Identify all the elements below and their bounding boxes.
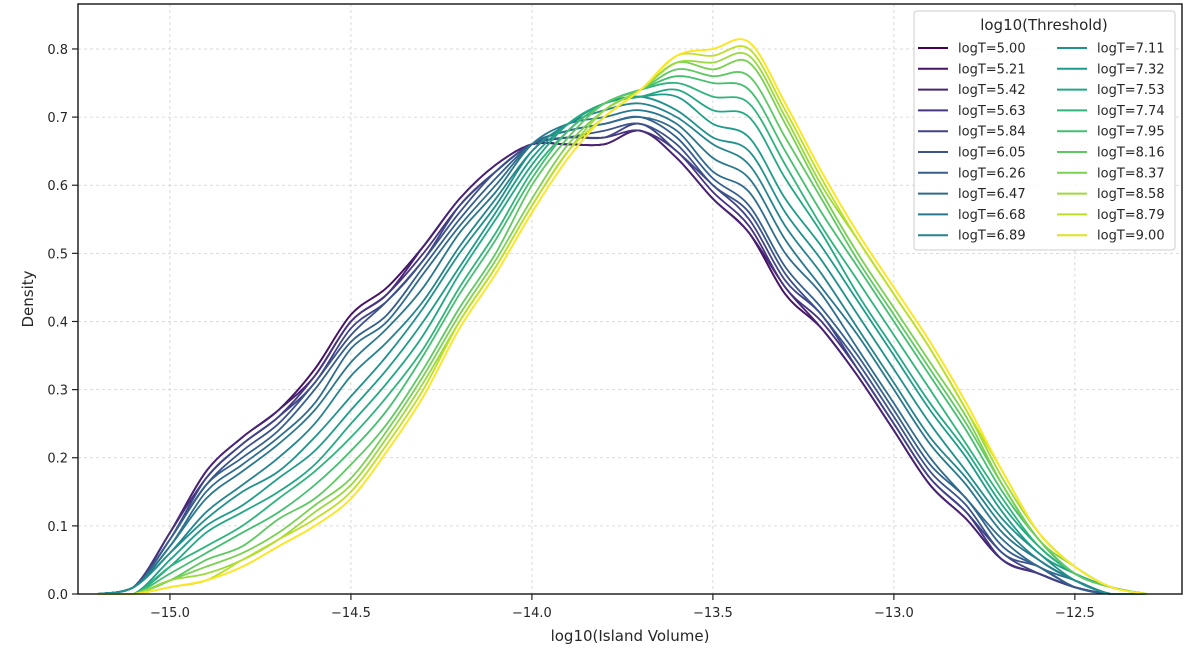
legend-label: logT=9.00	[1097, 229, 1165, 244]
legend-label: logT=8.79	[1097, 208, 1165, 223]
plot-frame	[77, 3, 1183, 595]
x-axis-label: log10(Island Volume)	[551, 627, 710, 645]
x-tick-label: −13.0	[874, 606, 914, 621]
y-axis: 0.0 0.1 0.2 0.3 0.4 0.5 0.6 0.7 0.8	[47, 43, 78, 603]
y-tick-label: 0.3	[47, 384, 68, 399]
y-tick-label: 0.1	[47, 520, 68, 535]
legend-label: logT=8.16	[1097, 146, 1165, 161]
legend-label: logT=6.26	[958, 166, 1026, 181]
legend-label: logT=5.21	[958, 62, 1026, 77]
y-tick-label: 0.0	[47, 588, 68, 603]
series-lines	[97, 38, 1148, 595]
series-line-9	[97, 102, 1148, 595]
series-line-20	[97, 38, 1148, 595]
series-line-2	[97, 129, 1148, 595]
y-tick-label: 0.4	[47, 315, 68, 330]
legend-label: logT=5.63	[958, 104, 1026, 119]
legend-label: logT=7.11	[1097, 42, 1165, 57]
series-line-8	[97, 109, 1148, 595]
y-axis-label: Density	[19, 270, 37, 327]
series-line-4	[97, 122, 1148, 595]
x-tick-label: −14.5	[331, 606, 371, 621]
series-line-5	[97, 122, 1148, 595]
y-tick-label: 0.5	[47, 247, 68, 262]
y-tick-label: 0.7	[47, 111, 68, 126]
legend-label: logT=5.00	[958, 42, 1026, 57]
legend-label: logT=6.05	[958, 146, 1026, 161]
y-tick-label: 0.6	[47, 179, 68, 194]
x-tick-label: −13.5	[693, 606, 733, 621]
legend-label: logT=6.68	[958, 208, 1026, 223]
legend-label: logT=6.89	[958, 229, 1026, 244]
legend-box	[913, 10, 1176, 251]
x-tick-label: −12.5	[1055, 606, 1095, 621]
legend-label: logT=7.32	[1097, 62, 1165, 77]
series-line-7	[97, 116, 1148, 595]
legend-label: logT=8.58	[1097, 187, 1165, 202]
legend-label: logT=7.95	[1097, 125, 1165, 140]
y-tick-label: 0.8	[47, 43, 68, 58]
legend-title: log10(Threshold)	[980, 16, 1108, 34]
legend-label: logT=5.42	[958, 83, 1026, 98]
legend: log10(Threshold) logT=5.00 logT=5.21 logT=…	[913, 10, 1176, 251]
legend-label: logT=8.37	[1097, 166, 1165, 181]
series-line-15	[97, 68, 1148, 595]
y-tick-label: 0.2	[47, 452, 68, 467]
x-tick-label: −15.0	[150, 606, 190, 621]
legend-label: logT=6.47	[958, 187, 1026, 202]
x-axis: −15.0 −14.5 −14.0 −13.5 −13.0 −12.5	[150, 594, 1095, 621]
legend-label: logT=7.53	[1097, 83, 1165, 98]
legend-label: logT=7.74	[1097, 104, 1165, 119]
x-tick-label: −14.0	[512, 606, 552, 621]
legend-label: logT=5.84	[958, 125, 1026, 140]
